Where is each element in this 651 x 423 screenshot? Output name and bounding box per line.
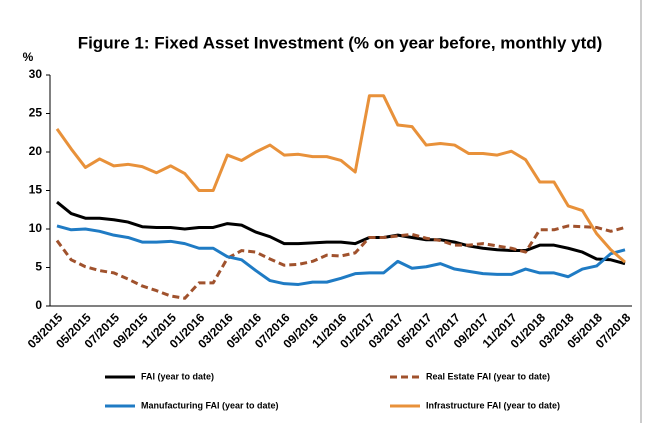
legend-label: Real Estate FAI (year to date)	[426, 371, 550, 381]
y-tick-label: 5	[35, 260, 42, 274]
series-line	[56, 224, 626, 286]
series-line	[55, 224, 626, 300]
y-tick-label: 15	[29, 183, 43, 197]
legend-label: Infrastructure FAI (year to date)	[426, 400, 560, 410]
y-tick-label: 30	[29, 67, 43, 81]
legend-label: Manufacturing FAI (year to date)	[141, 400, 279, 410]
series-line	[56, 200, 626, 266]
y-tick-label: 10	[29, 221, 43, 235]
y-tick-label: 20	[29, 144, 43, 158]
y-axis-label: %	[23, 50, 34, 64]
y-tick-label: 0	[35, 298, 42, 312]
chart-title: Figure 1: Fixed Asset Investment (% on y…	[78, 33, 603, 52]
y-tick-label: 25	[29, 106, 43, 120]
legend-label: FAI (year to date)	[141, 371, 214, 381]
series-line	[55, 94, 626, 264]
